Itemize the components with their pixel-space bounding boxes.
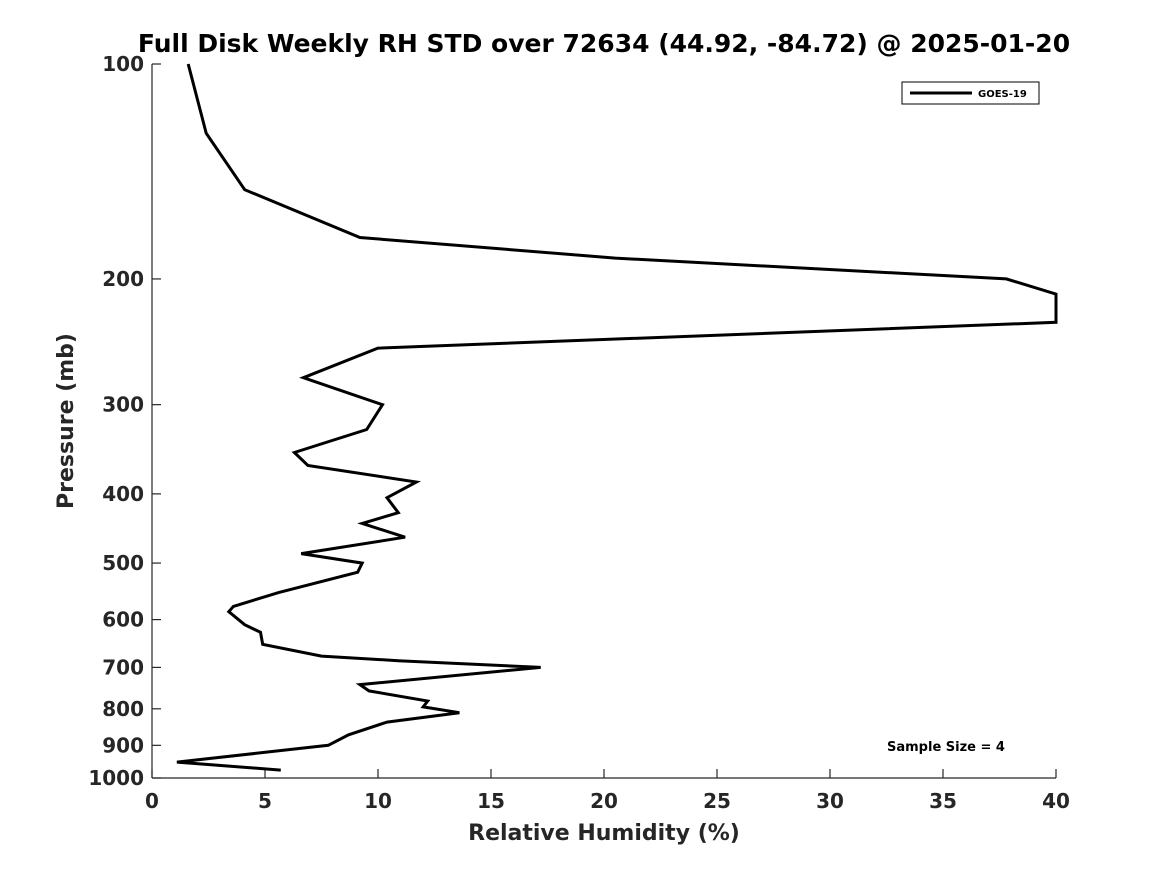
chart-title: Full Disk Weekly RH STD over 72634 (44.9…	[138, 29, 1070, 58]
y-tick-label: 700	[102, 655, 144, 679]
y-tick-label: 800	[102, 697, 144, 721]
x-ticks: 0 5 10 15 20 25 30 35 40	[145, 769, 1070, 813]
y-axis-label: Pressure (mb)	[54, 333, 79, 509]
x-tick-label: 35	[929, 789, 957, 813]
x-tick-label: 10	[364, 789, 392, 813]
y-ticks: 100 200 300 400 500 600 700 800 900 1000	[88, 52, 161, 790]
x-tick-label: 15	[477, 789, 505, 813]
y-tick-label: 400	[102, 482, 144, 506]
x-tick-label: 20	[590, 789, 618, 813]
legend: GOES-19	[901, 81, 1040, 105]
x-tick-label: 0	[145, 789, 159, 813]
series-line-goes-19	[176, 63, 1058, 772]
x-tick-label: 5	[258, 789, 272, 813]
y-tick-label: 1000	[88, 766, 144, 790]
y-tick-label: 600	[102, 608, 144, 632]
plot-area: 0 5 10 15 20 25 30 35 40 100 200 300 400 500 600 700 80…	[88, 52, 1070, 813]
y-tick-label: 500	[102, 551, 144, 575]
y-tick-label: 300	[102, 393, 144, 417]
x-tick-label: 25	[703, 789, 731, 813]
legend-label-goes-19: GOES-19	[978, 89, 1027, 100]
y-tick-label: 900	[102, 733, 144, 757]
x-axis-label: Relative Humidity (%)	[468, 821, 740, 846]
series-group	[176, 63, 1058, 772]
y-tick-label: 100	[102, 52, 144, 76]
y-tick-label: 200	[102, 267, 144, 291]
x-tick-label: 30	[816, 789, 844, 813]
x-tick-label: 40	[1042, 789, 1070, 813]
sample-size-annotation: Sample Size = 4	[887, 740, 1005, 755]
